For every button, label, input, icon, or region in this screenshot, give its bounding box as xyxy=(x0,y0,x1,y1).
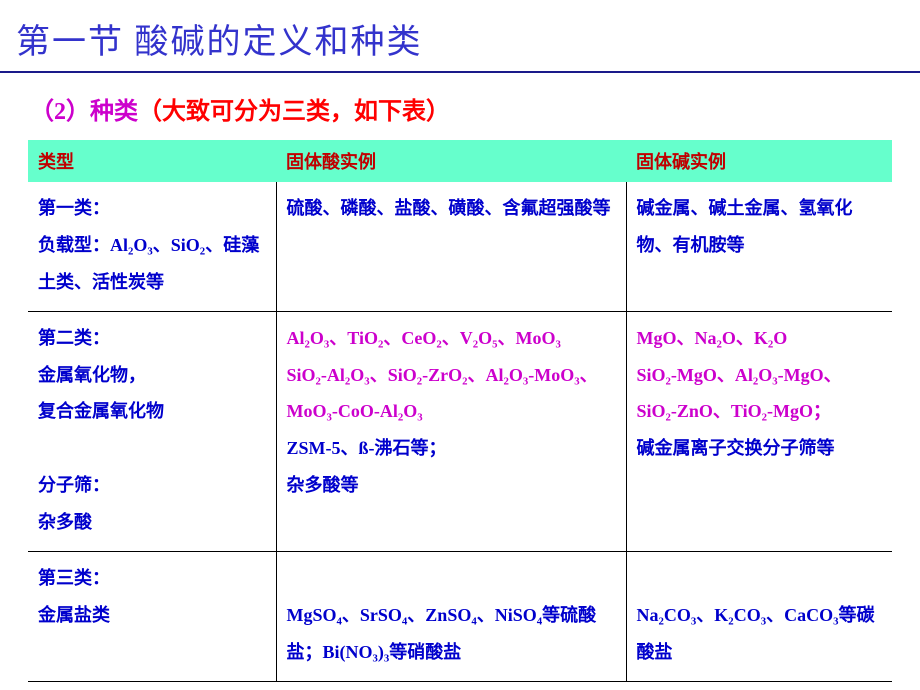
row2-col2-line1: Al₂O₃、TiO₂、CeO₂、V₂O₅、MoO₃ xyxy=(287,328,561,348)
row2-col1-line5: 杂多酸 xyxy=(38,512,92,532)
subtitle-paren: （大致可分为三类，如下表） xyxy=(138,99,450,125)
table-row-1: 第一类： 负载型：Al₂O₃、SiO₂、硅藻土类、活性炭等 硫酸、磷酸、盐酸、磺… xyxy=(28,182,892,311)
row2-type: 第二类： 金属氧化物， 复合金属氧化物 分子筛： 杂多酸 xyxy=(28,311,276,551)
header-base: 固体碱实例 xyxy=(626,140,892,182)
row1-col1-line2: 负载型：Al₂O₃、SiO₂、硅藻土类、活性炭等 xyxy=(38,235,259,292)
row3-type: 第三类： 金属盐类 xyxy=(28,552,276,682)
row2-col3-line1: MgO、Na₂O、K₂O xyxy=(637,328,788,348)
row3-acid: MgSO₄、SrSO₄、ZnSO₄、NiSO₄等硫酸盐；Bi(NO₃)₃等硝酸盐 xyxy=(276,552,626,682)
page-title: 第一节 酸碱的定义和种类 xyxy=(0,0,920,69)
row2-base: MgO、Na₂O、K₂O SiO₂-MgO、Al₂O₃-MgO、 SiO₂-Zn… xyxy=(626,311,892,551)
header-acid: 固体酸实例 xyxy=(276,140,626,182)
table-header-row: 类型 固体酸实例 固体碱实例 xyxy=(28,140,892,182)
subtitle-name: 种类 xyxy=(90,99,138,125)
subtitle: （2）种类（大致可分为三类，如下表） xyxy=(0,73,920,140)
row2-col2-line2: SiO₂-Al₂O₃、SiO₂-ZrO₂、Al₂O₃-MoO₃、MoO₃-CoO… xyxy=(287,365,598,422)
row3-col2-text: MgSO₄、SrSO₄、ZnSO₄、NiSO₄等硫酸盐；Bi(NO₃)₃等硝酸盐 xyxy=(287,605,597,662)
row3-col3-text: Na₂CO₃、K₂CO₃、CaCO₃等碳酸盐 xyxy=(637,605,875,662)
header-type: 类型 xyxy=(28,140,276,182)
table-row-3: 第三类： 金属盐类 MgSO₄、SrSO₄、ZnSO₄、NiSO₄等硫酸盐；Bi… xyxy=(28,552,892,682)
classification-table: 类型 固体酸实例 固体碱实例 第一类： 负载型：Al₂O₃、SiO₂、硅藻土类、… xyxy=(28,140,892,682)
row1-base: 碱金属、碱土金属、氢氧化物、有机胺等 xyxy=(626,182,892,311)
row2-col1-line3: 复合金属氧化物 xyxy=(38,401,164,421)
row1-acid: 硫酸、磷酸、盐酸、磺酸、含氟超强酸等 xyxy=(276,182,626,311)
row2-col2-line3: ZSM-5、ß-沸石等； xyxy=(287,438,447,458)
row2-col3-line4: 碱金属离子交换分子筛等 xyxy=(637,438,835,458)
table-container: 类型 固体酸实例 固体碱实例 第一类： 负载型：Al₂O₃、SiO₂、硅藻土类、… xyxy=(0,140,920,682)
row2-acid: Al₂O₃、TiO₂、CeO₂、V₂O₅、MoO₃ SiO₂-Al₂O₃、SiO… xyxy=(276,311,626,551)
row3-base: Na₂CO₃、K₂CO₃、CaCO₃等碳酸盐 xyxy=(626,552,892,682)
row2-col1-line1: 第二类： xyxy=(38,328,110,348)
table-row-2: 第二类： 金属氧化物， 复合金属氧化物 分子筛： 杂多酸 Al₂O₃、TiO₂、… xyxy=(28,311,892,551)
row3-col1-line2: 金属盐类 xyxy=(38,605,110,625)
row2-col1-line4: 分子筛： xyxy=(38,475,110,495)
row1-col1-line1: 第一类： xyxy=(38,198,110,218)
page: 第一节 酸碱的定义和种类 （2）种类（大致可分为三类，如下表） 类型 固体酸实例… xyxy=(0,0,920,690)
row1-type: 第一类： 负载型：Al₂O₃、SiO₂、硅藻土类、活性炭等 xyxy=(28,182,276,311)
subtitle-index: （2） xyxy=(30,99,90,125)
row2-col3-line2: SiO₂-MgO、Al₂O₃-MgO、 xyxy=(637,365,842,385)
row2-col2-line4: 杂多酸等 xyxy=(287,475,359,495)
row2-col3-line3: SiO₂-ZnO、TiO₂-MgO； xyxy=(637,401,831,421)
row2-col1-line2: 金属氧化物， xyxy=(38,365,146,385)
row3-col1-line1: 第三类： xyxy=(38,568,110,588)
